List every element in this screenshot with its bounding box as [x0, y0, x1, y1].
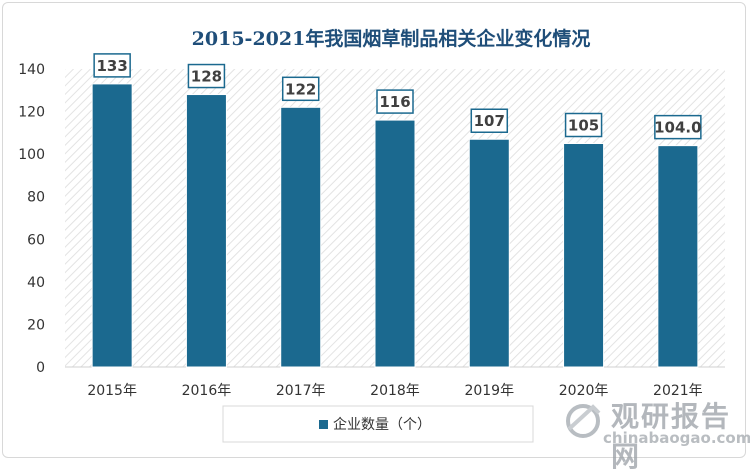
- x-tick-label: 2018年: [370, 383, 420, 399]
- y-tick-label: 20: [27, 317, 45, 333]
- x-tick-label: 2019年: [464, 383, 514, 399]
- data-label-box: [564, 112, 603, 138]
- data-label: 133: [96, 57, 127, 75]
- bar: [563, 143, 605, 368]
- watermark: 观研报告网 chinabaogao.com: [563, 395, 750, 473]
- data-label: 107: [474, 112, 505, 130]
- bar: [468, 138, 510, 368]
- y-tick-label: 140: [18, 62, 45, 78]
- bar: [185, 94, 227, 368]
- y-tick-label: 120: [18, 105, 45, 121]
- bar-chart: 2015-2021年我国烟草制品相关企业变化情况 0 20 40 60 80 100 120…: [18, 27, 725, 443]
- y-axis-ticks: 0 20 40 60 80 100 120 140: [18, 62, 45, 376]
- bar: [657, 145, 699, 368]
- x-tick-label: 2015年: [87, 383, 137, 399]
- x-tick-label: 2017年: [276, 383, 326, 399]
- bar: [91, 83, 133, 368]
- legend-label: 企业数量（个）: [333, 416, 431, 433]
- legend: 企业数量（个）: [222, 405, 534, 443]
- chart-title: 2015-2021年我国烟草制品相关企业变化情况: [192, 27, 591, 50]
- bar: [280, 106, 322, 368]
- y-tick-label: 100: [18, 147, 45, 163]
- bars-group: 133 128 122 116 107 105 104.0: [91, 53, 702, 368]
- y-tick-label: 80: [27, 190, 45, 206]
- bar: [374, 119, 416, 368]
- watermark-logo-icon: [566, 404, 601, 438]
- data-label-box: [654, 114, 702, 140]
- data-label-box: [376, 89, 414, 114]
- legend-box: [222, 405, 534, 443]
- y-tick-label: 0: [36, 360, 45, 376]
- data-label-box: [93, 53, 131, 78]
- legend-swatch: [319, 420, 328, 429]
- y-tick-label: 40: [27, 275, 45, 291]
- x-tick-label: 2020年: [559, 383, 609, 399]
- x-tick-label: 2016年: [182, 383, 232, 399]
- data-label: 104.0: [654, 119, 701, 137]
- watermark-url: chinabaogao.com: [603, 429, 750, 447]
- data-label: 128: [191, 68, 222, 86]
- x-axis-ticks: 2015年 2016年 2017年 2018年 2019年 2020年 2021年: [87, 383, 702, 399]
- data-label-box: [470, 108, 509, 133]
- data-label: 105: [568, 117, 599, 135]
- x-tick-label: 2021年: [653, 383, 703, 399]
- data-label-box: [281, 76, 320, 102]
- data-label: 116: [379, 93, 410, 111]
- y-tick-label: 60: [27, 232, 45, 248]
- data-label: 122: [285, 80, 316, 98]
- data-label-box: [187, 63, 226, 89]
